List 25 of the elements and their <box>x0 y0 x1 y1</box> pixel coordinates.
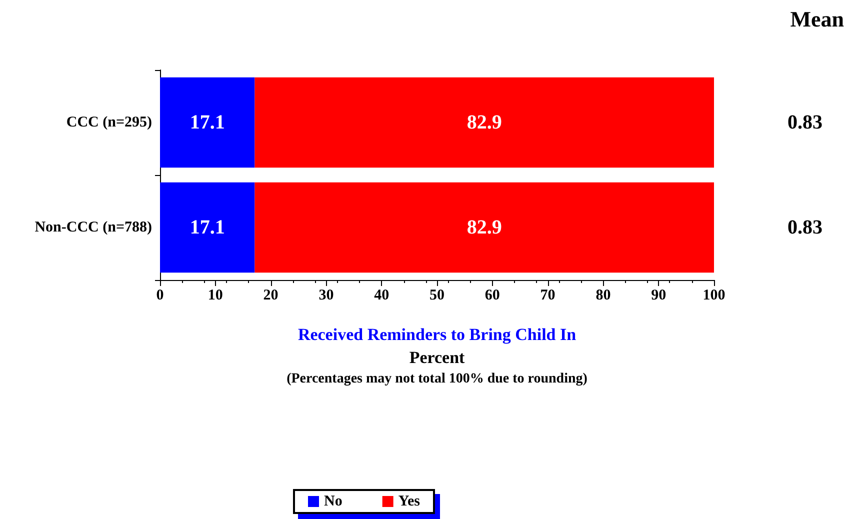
x-tick-label: 20 <box>263 288 278 304</box>
data-label: 17.1 <box>190 216 225 238</box>
y-tick-label: Non-CCC (n=788) <box>34 220 152 236</box>
x-tick-label: 80 <box>596 288 611 304</box>
x-tick-label: 40 <box>374 288 390 304</box>
x-tick-label: 70 <box>540 288 556 304</box>
text: Received Reminders to Bring Child In <box>298 325 577 344</box>
text: 0.83 <box>788 112 822 134</box>
x-axis-title: Percent <box>409 348 466 367</box>
data-label: 82.9 <box>466 112 502 134</box>
text: Mean <box>790 6 844 32</box>
text: (Percentages may not total 100% due to rounding) <box>286 372 588 386</box>
data-label: 17.1 <box>190 112 225 134</box>
x-tick-label: 90 <box>651 288 666 304</box>
y-tick-label: CCC (n=295) <box>66 114 152 130</box>
x-tick-label: 0 <box>156 288 164 304</box>
x-tick-label: 30 <box>318 288 334 304</box>
legend-label: Yes <box>398 494 420 510</box>
data-label: 82.9 <box>466 216 502 238</box>
text: 0.83 <box>788 216 822 238</box>
x-tick-label: 50 <box>430 288 444 304</box>
legend-label: No <box>324 494 342 510</box>
x-tick-label: 100 <box>702 288 726 304</box>
x-tick-label: 60 <box>484 288 500 304</box>
x-tick-label: 10 <box>208 288 223 304</box>
